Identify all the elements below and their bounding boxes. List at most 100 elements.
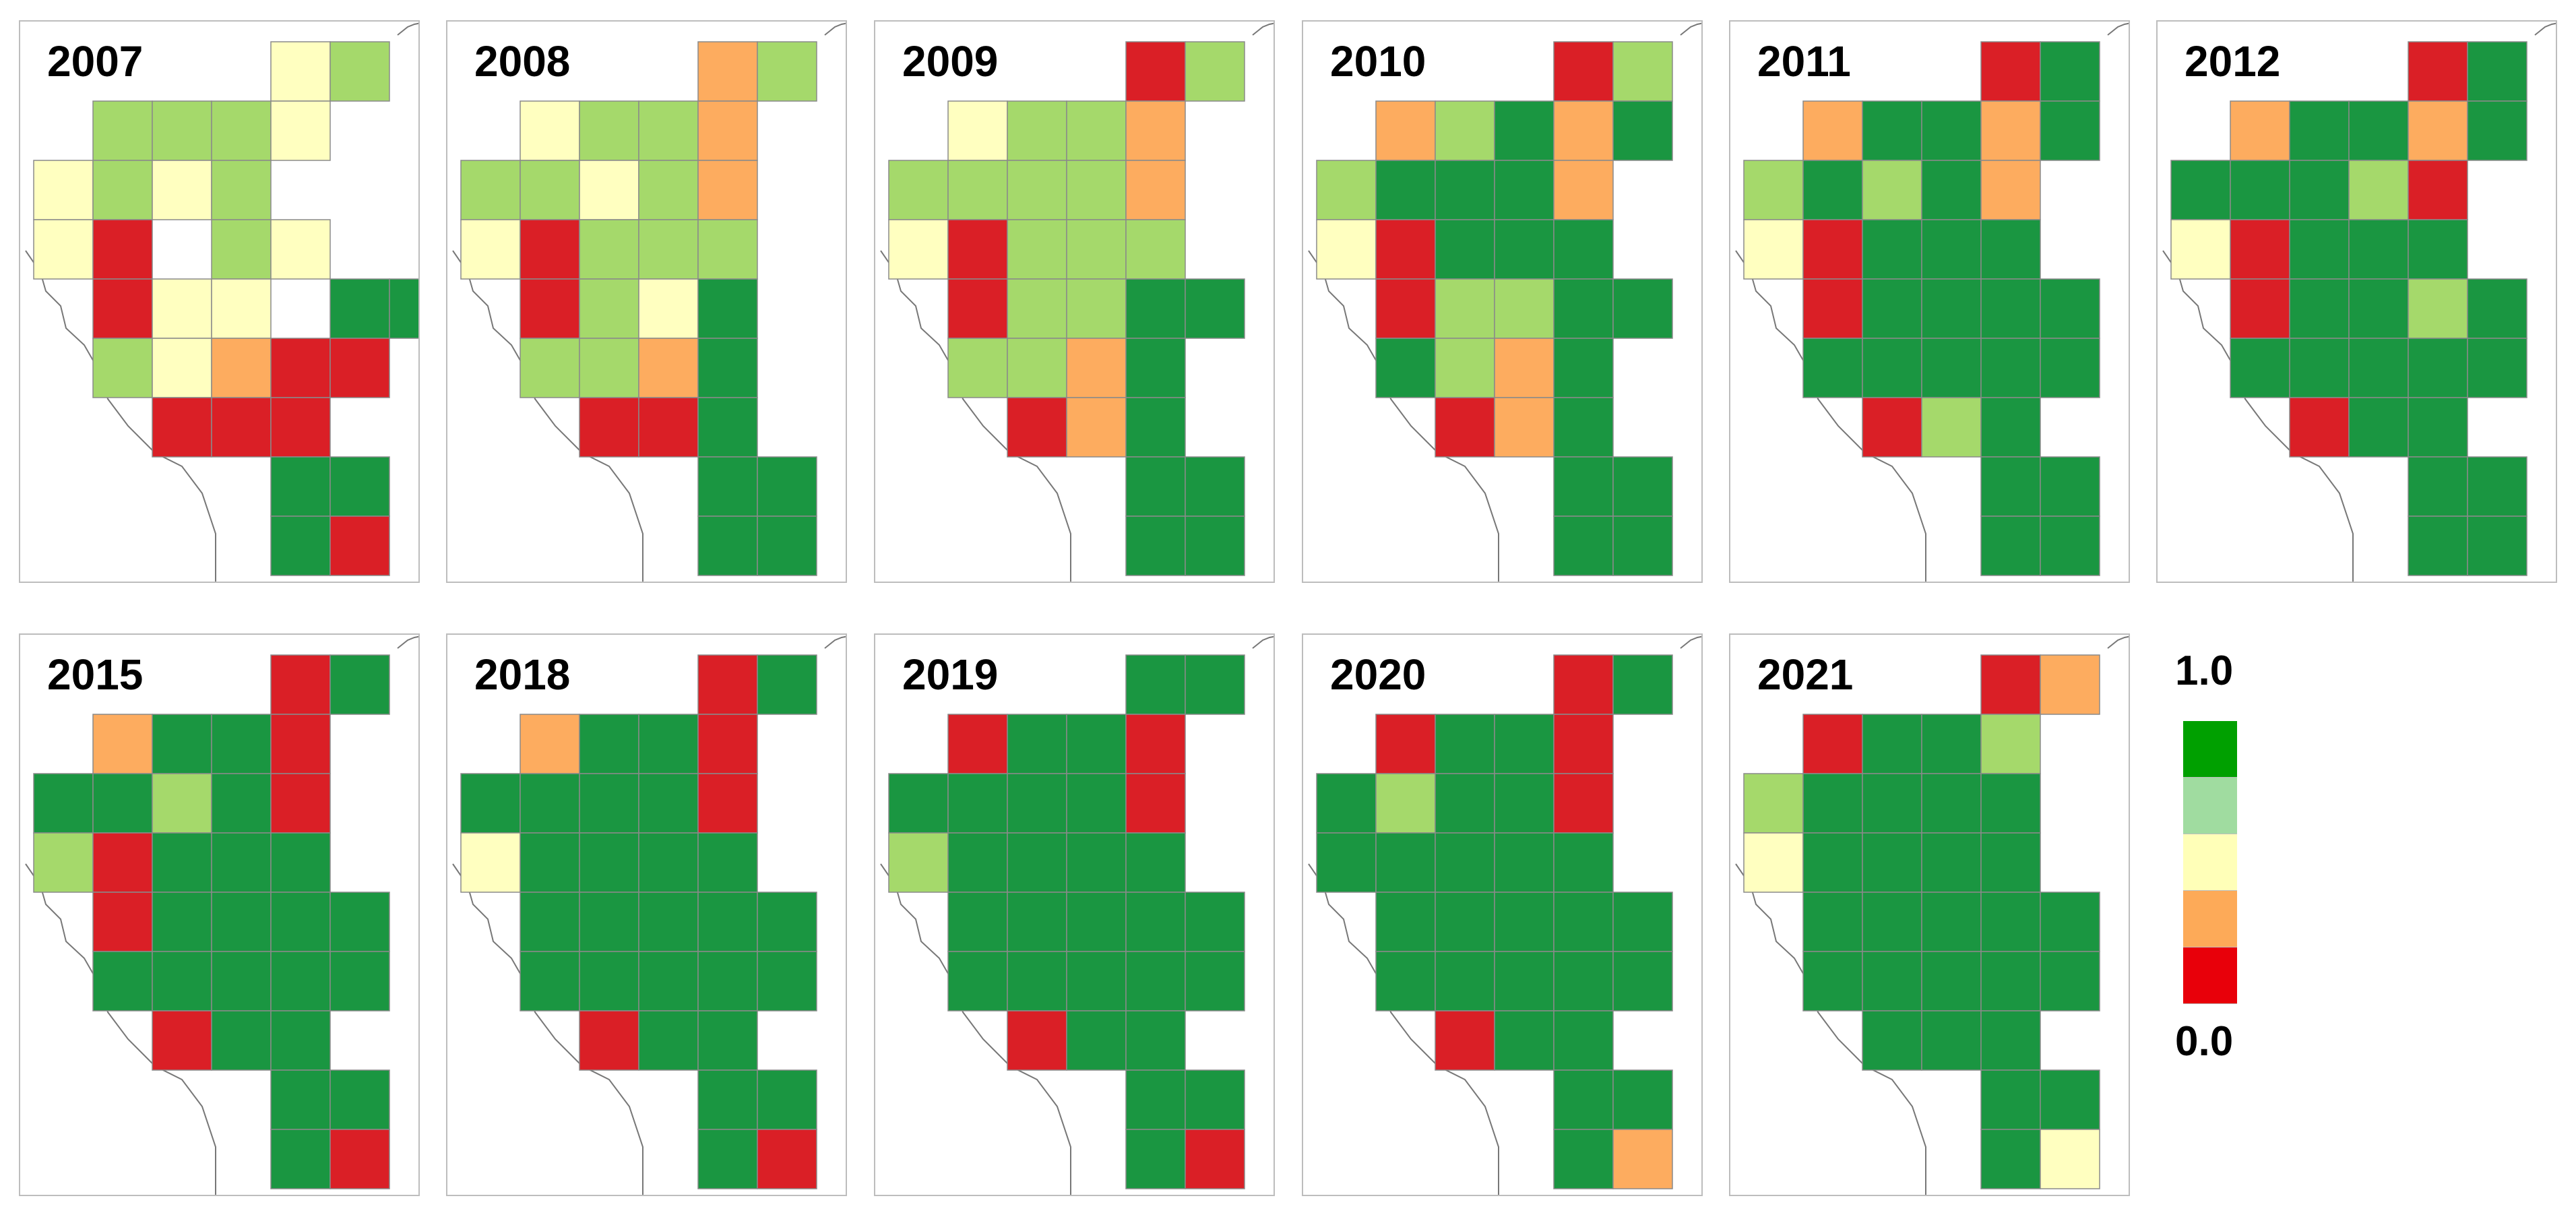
grid-cell	[638, 951, 699, 1011]
map-panel-2007: 2007	[19, 20, 420, 583]
grid-cell	[1494, 714, 1554, 774]
grid-cell	[211, 1010, 272, 1071]
grid-cell	[1435, 832, 1495, 893]
year-label: 2012	[2185, 37, 2281, 86]
grid-cell	[1125, 773, 1186, 834]
grid-cell	[697, 1010, 758, 1071]
grid-cell	[2040, 892, 2100, 952]
grid-cell	[1435, 1010, 1495, 1071]
grid-cell	[757, 654, 817, 715]
grid-cell	[1862, 1010, 1922, 1071]
grid-cell	[579, 278, 639, 339]
map-panel-2018: 2018	[446, 633, 847, 1196]
grid-cell	[1185, 1069, 1245, 1130]
grid-cell	[2408, 516, 2468, 576]
grid-cell	[1921, 773, 1982, 834]
legend-max-label: 1.0	[2175, 648, 2234, 694]
grid-cell	[92, 773, 153, 834]
grid-cell	[92, 338, 153, 398]
legend-swatch	[2183, 721, 2237, 778]
grid-cell	[1007, 714, 1067, 774]
grid-cell	[1553, 456, 1614, 517]
grid-cell	[1125, 338, 1186, 398]
grid-cell	[520, 951, 580, 1011]
grid-cell	[1980, 714, 2041, 774]
grid-cell	[2040, 654, 2100, 715]
grid-cell	[1612, 892, 1673, 952]
grid-map	[1308, 22, 1701, 582]
grid-cell	[2467, 456, 2527, 517]
grid-cell	[1316, 832, 1377, 893]
grid-cell	[1980, 832, 2041, 893]
map-panel-2020: 2020	[1302, 633, 1703, 1196]
grid-cell	[1980, 654, 2041, 715]
grid-cell	[211, 714, 272, 774]
grid-cell	[2408, 219, 2468, 280]
grid-cell	[92, 714, 153, 774]
grid-cell	[1980, 41, 2041, 102]
grid-cell	[697, 160, 758, 220]
grid-cell	[947, 160, 1008, 220]
grid-cell	[1435, 278, 1495, 339]
grid-cell	[1743, 219, 1804, 280]
grid-cell	[1375, 773, 1436, 834]
grid-cell	[1435, 100, 1495, 161]
grid-cell	[1007, 892, 1067, 952]
grid-cell	[1921, 219, 1982, 280]
grid-cell	[1125, 951, 1186, 1011]
grid-cell	[2289, 219, 2350, 280]
grid-cell	[1007, 773, 1067, 834]
grid-cell	[92, 951, 153, 1011]
grid-cell	[2467, 100, 2527, 161]
grid-cell	[1125, 397, 1186, 458]
grid-cell	[1375, 100, 1436, 161]
grid-cell	[947, 951, 1008, 1011]
grid-cell	[211, 892, 272, 952]
coastline	[2534, 22, 2556, 36]
grid-cell	[947, 278, 1008, 339]
grid-cell	[1066, 892, 1127, 952]
grid-cell	[520, 100, 580, 161]
grid-cell	[2408, 160, 2468, 220]
grid-cell	[1862, 219, 1922, 280]
grid-cell	[1862, 714, 1922, 774]
grid-cell	[697, 219, 758, 280]
grid-cell	[947, 338, 1008, 398]
grid-cell	[1612, 951, 1673, 1011]
grid-cell	[1802, 832, 1863, 893]
grid-cell	[579, 714, 639, 774]
grid-cell	[2467, 41, 2527, 102]
grid-cell	[888, 219, 949, 280]
grid-cell	[270, 773, 331, 834]
grid-cell	[520, 338, 580, 398]
grid-cell	[270, 1129, 331, 1189]
grid-cell	[757, 1069, 817, 1130]
grid-cell	[1435, 338, 1495, 398]
coastline	[2107, 635, 2129, 649]
grid-cell	[2348, 397, 2409, 458]
grid-cell	[1066, 338, 1127, 398]
map-panel-2009: 2009	[874, 20, 1275, 583]
grid-cell	[2348, 338, 2409, 398]
grid-cell	[638, 832, 699, 893]
grid-cell	[520, 219, 580, 280]
grid-cell	[1435, 160, 1495, 220]
grid-cell	[329, 516, 390, 576]
grid-cell	[638, 714, 699, 774]
grid-cell	[1435, 219, 1495, 280]
grid-cell	[270, 714, 331, 774]
grid-cell	[1553, 338, 1614, 398]
grid-cell	[270, 1010, 331, 1071]
grid-cell	[152, 338, 212, 398]
grid-cell	[270, 397, 331, 458]
grid-cell	[2040, 516, 2100, 576]
grid-map	[2162, 22, 2556, 582]
grid-cell	[1185, 456, 1245, 517]
grid-cell	[697, 397, 758, 458]
year-label: 2018	[474, 650, 571, 699]
grid-cell	[1980, 160, 2041, 220]
grid-cell	[270, 456, 331, 517]
grid-cell	[1921, 714, 1982, 774]
grid-cell	[1553, 1129, 1614, 1189]
grid-cell	[1316, 219, 1377, 280]
